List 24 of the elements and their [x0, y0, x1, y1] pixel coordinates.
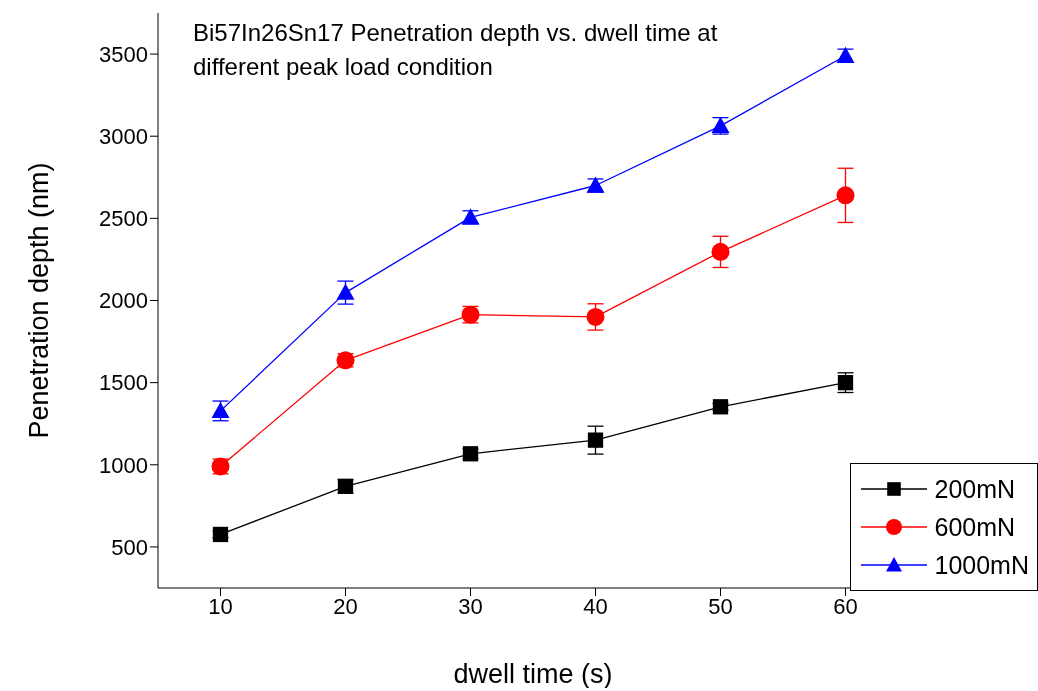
y-tick-label: 2500 [99, 206, 148, 232]
y-tick-label: 3000 [99, 124, 148, 150]
x-tick-label: 20 [333, 593, 358, 619]
point [586, 307, 605, 326]
y-tick-label: 1000 [99, 452, 148, 478]
point [336, 283, 355, 300]
x-axis-title: dwell time (s) [453, 659, 613, 689]
y-tick-label: 1500 [99, 370, 148, 396]
x-tick-label: 50 [708, 593, 733, 619]
y-tick-label: 500 [111, 534, 148, 560]
x-tick-label: 30 [458, 593, 483, 619]
x-tick-label: 60 [833, 593, 858, 619]
text: Bi57In26Sn17 Penetration depth vs. dwell time at different peak load condition [193, 18, 719, 82]
point [587, 432, 604, 448]
x-tick-label: 10 [208, 593, 233, 619]
legend-label: 1000mN [934, 550, 1029, 580]
legend-label: 600mN [934, 512, 1016, 542]
point [711, 242, 730, 261]
legend-label: 200mN [934, 474, 1016, 504]
point [836, 186, 855, 205]
x-tick-label: 40 [583, 593, 608, 619]
y-axis-title: Penetration depth (nm) [23, 162, 54, 439]
y-tick-label: 2000 [99, 288, 148, 314]
y-tick-label: 3500 [99, 41, 148, 67]
